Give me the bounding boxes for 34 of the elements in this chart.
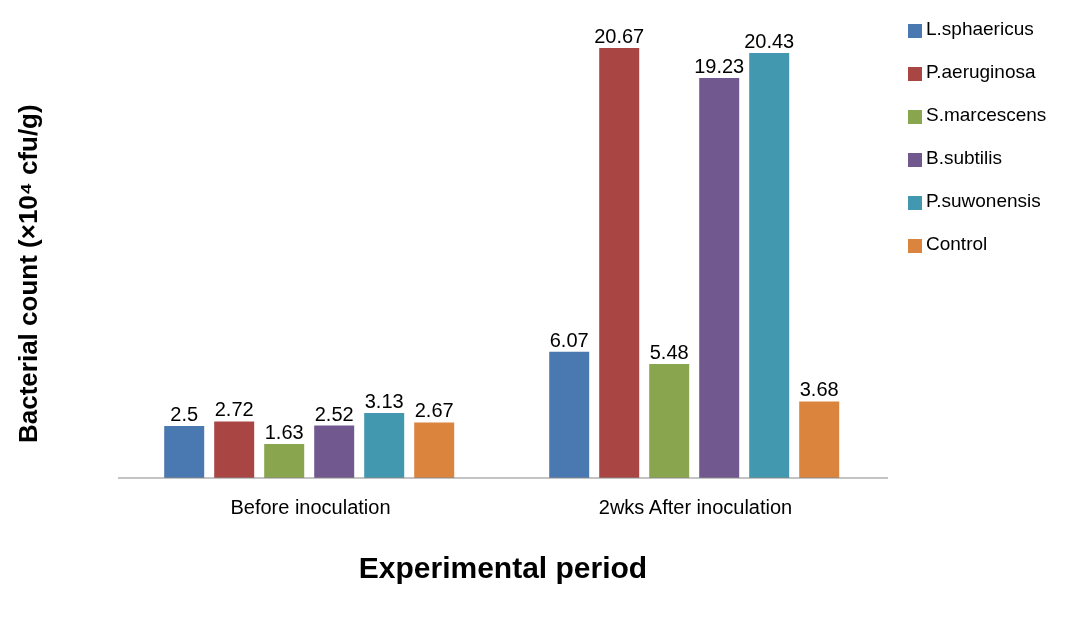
bar	[749, 52, 790, 478]
bar	[414, 422, 455, 478]
legend-label: P.suwonensis	[926, 190, 1041, 211]
bar	[549, 351, 590, 478]
data-label: 1.63	[264, 421, 304, 444]
bar	[214, 421, 255, 478]
data-label: 2.5	[170, 402, 199, 425]
y-axis-title: Bacterial count (×10⁴ cfu/g)	[13, 104, 44, 443]
x-axis-title: Experimental period	[358, 551, 648, 584]
bar	[649, 364, 690, 478]
bar	[164, 425, 205, 478]
bar	[314, 425, 355, 478]
legend-label: P.aeruginosa	[926, 61, 1036, 82]
bar	[699, 77, 740, 478]
x-tick-label: 2wks After inoculation	[598, 496, 793, 519]
data-label: 2.67	[414, 399, 454, 422]
data-label: 2.52	[314, 402, 354, 425]
data-label: 3.13	[364, 389, 404, 412]
data-label: 19.23	[694, 54, 745, 77]
data-label: 5.48	[649, 341, 689, 363]
legend-label: L.sphaericus	[926, 18, 1034, 39]
legend-label: Control	[926, 233, 988, 254]
data-label: 3.68	[799, 378, 839, 401]
data-label: 20.43	[744, 29, 795, 52]
data-label: 2.72	[214, 398, 254, 421]
bar	[599, 48, 640, 478]
data-label: 6.07	[549, 328, 589, 351]
bar	[364, 412, 405, 478]
bar	[264, 444, 305, 478]
data-label: 20.67	[594, 25, 645, 47]
legend-label: S.marcescens	[926, 104, 1047, 125]
x-tick-label: Before inoculation	[230, 496, 391, 519]
bar	[799, 401, 840, 478]
legend-label: B.subtilis	[926, 147, 1003, 168]
